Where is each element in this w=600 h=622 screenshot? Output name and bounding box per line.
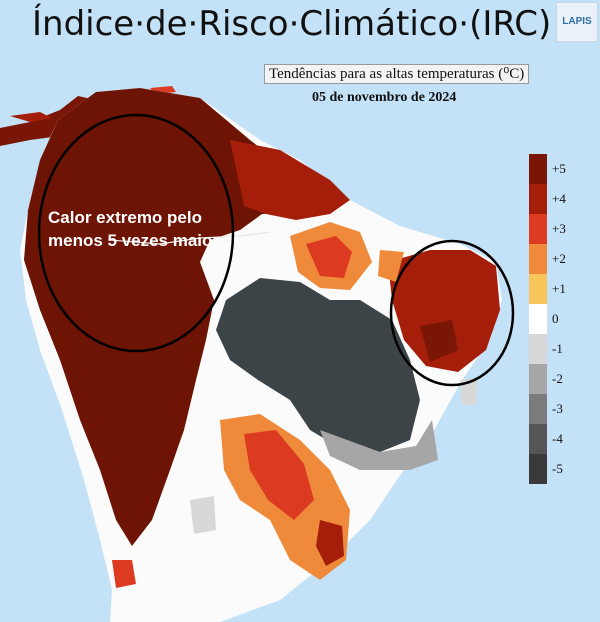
legend-label: +3 [552,221,566,236]
legend-colorbar [529,154,547,484]
highlight-ellipse-northwest [37,113,235,353]
highlight-ellipse-northeast [389,239,515,387]
legend-swatch [529,304,547,334]
legend-label: +1 [552,281,566,296]
heat-south-spot [316,520,344,566]
map-subtitle: Tendências para as altas temperaturas (⁰… [264,64,530,84]
heat-south-core [244,430,314,520]
legend-swatch [529,274,547,304]
heat-southwest-spot [112,560,136,588]
heat-northeast [388,250,500,372]
legend-label: -1 [552,341,563,356]
legend-label: -5 [552,461,563,476]
legend-label: +5 [552,161,566,176]
legend-swatch [529,244,547,274]
legend-label: -3 [552,401,563,416]
legend-swatch [529,424,547,454]
legend-swatch [529,454,547,484]
amazon-river [109,231,271,245]
legend-label: 0 [552,311,559,326]
cool-border [320,420,438,470]
legend-label: +4 [552,191,566,206]
map-date: 05 de novembro de 2024 [312,90,457,105]
heat-high-north [306,236,352,278]
lapis-logo: LAPIS [556,2,598,42]
callout-text: Calor extremo pelo menos 5 vezes maior [48,208,220,250]
legend-swatch [529,154,547,184]
heat-northeast-edge [378,250,404,282]
legend-swatch [529,394,547,424]
legend-swatch [529,334,547,364]
heat-north-coast [230,140,350,220]
map-title: Índice·de·Risco·Climático·(IRC) [32,4,552,44]
legend-swatch [529,214,547,244]
legend-label: -2 [552,371,563,386]
legend-label: +2 [552,251,566,266]
cool-central [216,278,420,452]
legend-swatch [529,364,547,394]
legend-labels: +5 +4 +3 +2 +1 0 -1 -2 -3 -4 -5 [552,154,592,484]
legend-swatch [529,184,547,214]
cool-patch [460,378,478,406]
caribbean-island [10,112,52,122]
legend-label: -4 [552,431,563,446]
heat-northeast-inner [420,320,458,362]
cool-patch [190,496,216,534]
